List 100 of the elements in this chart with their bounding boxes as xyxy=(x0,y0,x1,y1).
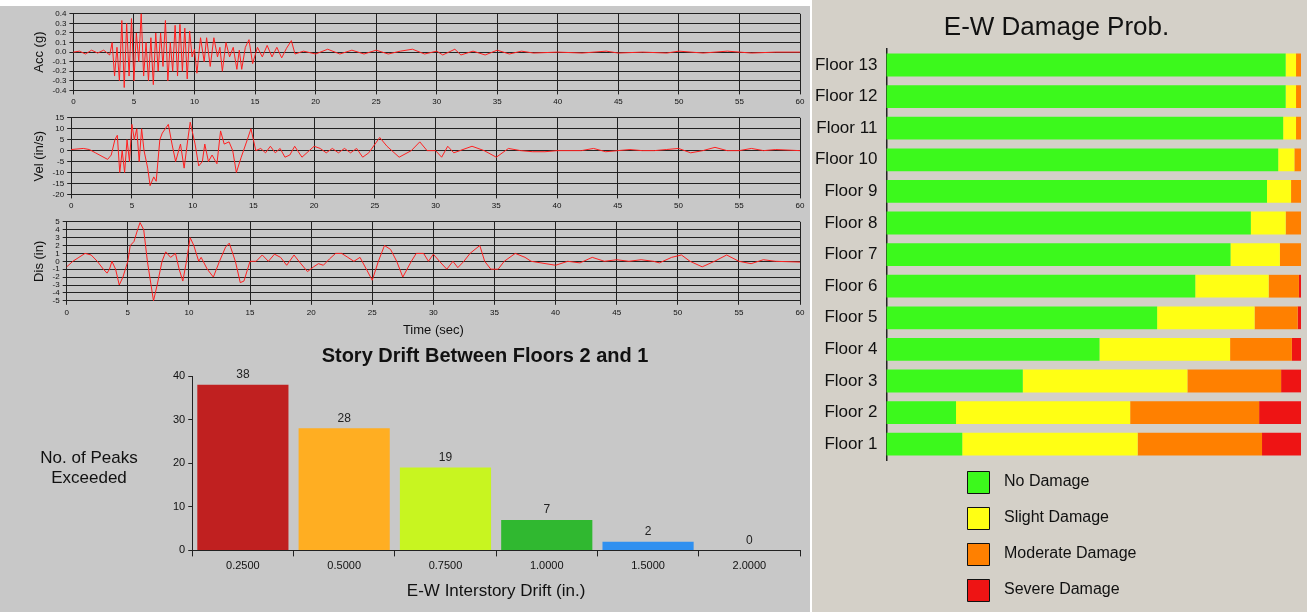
data-label: 2 xyxy=(644,523,652,538)
bar xyxy=(399,467,492,550)
x-tick-label: 40 xyxy=(551,307,561,317)
y-tick-label: -0.3 xyxy=(52,76,67,86)
x-tick-label: 10 xyxy=(188,201,198,211)
bar xyxy=(886,53,1286,77)
x-tick-label: 5 xyxy=(129,201,135,211)
x-tick-label: 5 xyxy=(125,307,131,317)
bar xyxy=(886,306,1158,330)
x-tick-label: 55 xyxy=(734,307,744,317)
y-tick-label: 40 xyxy=(172,369,186,382)
x-tick-label: 10 xyxy=(190,97,200,107)
bar xyxy=(1262,432,1301,456)
y-tick-label: 0 xyxy=(179,543,186,556)
x-tick-label: 25 xyxy=(371,97,382,107)
y-tick-label: 0 xyxy=(55,256,61,266)
data-label: 0 xyxy=(746,532,754,547)
bar xyxy=(886,432,963,456)
y-tick-label: 1 xyxy=(55,248,61,258)
x-tick-label: 25 xyxy=(370,201,380,211)
x-tick-label: 50 xyxy=(674,97,684,107)
y-tick-label: 0.3 xyxy=(55,18,67,28)
x-tick-label: 15 xyxy=(250,97,261,107)
bar xyxy=(1285,53,1297,77)
legend-label: Moderate Damage xyxy=(1004,544,1137,562)
y-axis-title: No. of Peaks Exceeded xyxy=(39,448,139,488)
bar xyxy=(1294,148,1301,172)
x-tick-label: 30 xyxy=(431,201,441,211)
y-tick-label: 10 xyxy=(55,123,65,133)
bar xyxy=(886,369,1023,393)
y-axis-title: Dis (in) xyxy=(31,240,47,282)
bar xyxy=(962,432,1138,456)
bar xyxy=(1279,243,1301,266)
bar xyxy=(886,116,1284,140)
y-tick-label: 4 xyxy=(55,224,61,234)
bar xyxy=(1296,53,1301,77)
y-tick-label: 0.0 xyxy=(55,47,67,57)
bar xyxy=(1259,401,1301,424)
y-tick-label: Floor 12 xyxy=(814,86,878,106)
y-tick-label: 0 xyxy=(59,145,65,155)
y-tick-label: Floor 13 xyxy=(814,54,878,74)
bar xyxy=(1195,274,1269,298)
x-tick-label: 30 xyxy=(428,307,439,317)
y-tick-label: -2 xyxy=(52,272,61,282)
legend-label: Severe Damage xyxy=(1004,580,1120,598)
bar xyxy=(1278,148,1295,172)
x-tick-label: 10 xyxy=(184,307,194,317)
x-tick-label: 0.5000 xyxy=(327,559,361,572)
x-tick-label: 30 xyxy=(432,97,442,107)
bar xyxy=(1267,180,1292,203)
bar xyxy=(1254,306,1298,330)
bar xyxy=(1291,338,1301,361)
bar xyxy=(1285,85,1297,108)
y-tick-label: -4 xyxy=(52,288,61,298)
bar xyxy=(1296,85,1301,108)
x-tick-label: 45 xyxy=(613,97,624,107)
bar xyxy=(956,401,1131,424)
y-tick-label: Floor 1 xyxy=(824,433,878,453)
bar xyxy=(1296,116,1301,140)
bar xyxy=(886,180,1267,203)
y-tick-label: Floor 11 xyxy=(816,117,878,137)
bar xyxy=(1285,211,1301,235)
x-tick-label: 25 xyxy=(367,307,378,317)
x-tick-label: 15 xyxy=(248,201,259,211)
bar xyxy=(602,541,694,550)
bar xyxy=(298,428,390,550)
x-tick-label: 5 xyxy=(131,97,137,107)
bar xyxy=(886,211,1251,235)
y-tick-label: 15 xyxy=(55,113,65,122)
x-tick-label: 55 xyxy=(735,97,745,107)
bar xyxy=(1268,274,1299,298)
x-tick-label: 2.0000 xyxy=(732,559,767,572)
y-tick-label: Floor 9 xyxy=(824,181,878,201)
y-tick-label: Floor 8 xyxy=(824,212,878,232)
y-axis-title: Vel (in/s) xyxy=(31,130,47,182)
y-tick-label: -0.2 xyxy=(52,66,67,76)
legend-label: No Damage xyxy=(1004,472,1090,490)
y-tick-label: 10 xyxy=(172,499,186,512)
chart-title: Story Drift Between Floors 2 and 1 xyxy=(321,343,649,366)
bar xyxy=(886,85,1286,108)
y-tick-label: Floor 3 xyxy=(824,370,878,390)
x-tick-label: 60 xyxy=(795,201,805,211)
x-tick-label: 50 xyxy=(674,201,684,211)
x-tick-label: 45 xyxy=(613,201,623,211)
y-axis-title: Acc (g) xyxy=(31,31,47,73)
x-tick-label: 60 xyxy=(795,307,805,317)
bar xyxy=(1099,338,1231,361)
bar xyxy=(1230,243,1280,266)
y-tick-label: Floor 6 xyxy=(824,275,878,295)
y-tick-label: 5 xyxy=(55,217,61,226)
y-tick-label: 30 xyxy=(172,412,186,425)
x-tick-label: 0.2500 xyxy=(226,559,260,572)
bar xyxy=(1022,369,1188,393)
x-tick-label: 0.7500 xyxy=(428,559,463,572)
bar xyxy=(1297,306,1301,330)
y-tick-label: -20 xyxy=(52,189,65,199)
x-tick-label: 35 xyxy=(492,97,503,107)
x-tick-label: 35 xyxy=(490,307,500,317)
y-tick-label: 0.4 xyxy=(55,9,67,18)
x-tick-label: 45 xyxy=(612,307,622,317)
